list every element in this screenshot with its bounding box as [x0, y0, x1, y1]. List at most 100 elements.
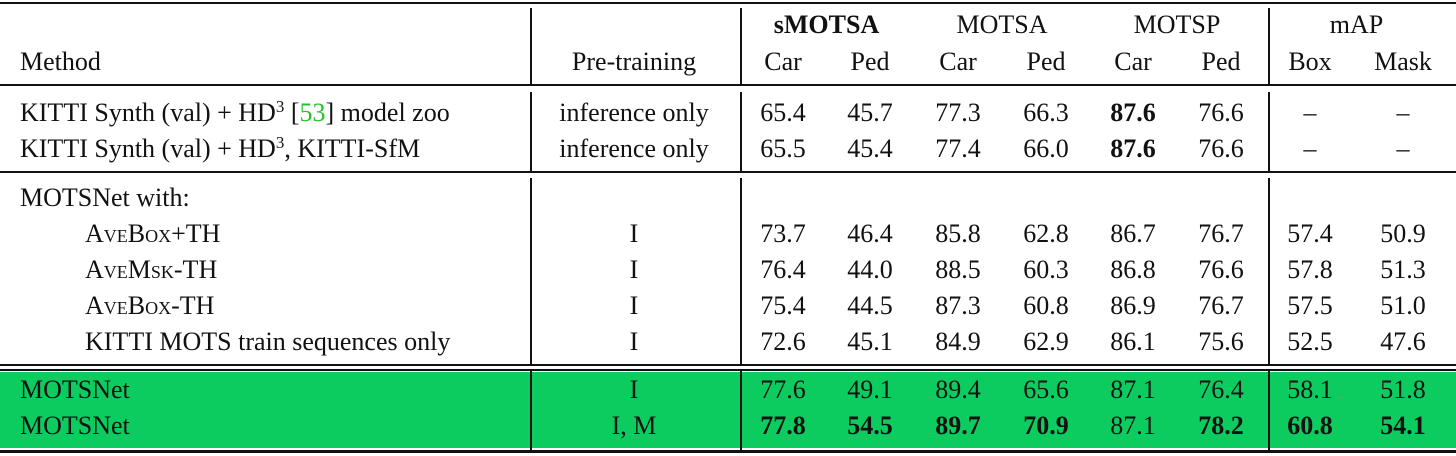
- metric-value: 84.9: [935, 327, 981, 356]
- column-separator: [530, 8, 532, 84]
- column-separator: [1268, 92, 1270, 171]
- pretraining: I, M: [611, 411, 657, 440]
- metric-value: 86.1: [1110, 327, 1156, 356]
- column-header: Box: [1288, 47, 1332, 76]
- metric-value: 75.6: [1198, 327, 1244, 356]
- metric-value: 77.8: [760, 411, 806, 440]
- column-separator: [740, 178, 742, 364]
- column-header: Ped: [850, 47, 890, 76]
- pretraining: inference only: [559, 98, 709, 127]
- metric-value: 75.4: [760, 291, 806, 320]
- metric-value: 76.7: [1198, 219, 1244, 248]
- metric-value: –: [1303, 134, 1317, 163]
- column-separator: [740, 8, 742, 84]
- metric-value: 86.8: [1110, 255, 1156, 284]
- column-header: Pre-training: [571, 47, 697, 76]
- section-title: MOTSNet with:: [20, 183, 190, 212]
- metric-value: 65.4: [760, 98, 806, 127]
- metric-value: 54.5: [847, 411, 893, 440]
- column-separator: [740, 371, 742, 450]
- method-text: KITTI Synth (val) + HD: [20, 134, 276, 163]
- metric-value: 44.0: [847, 255, 893, 284]
- metric-value: 76.6: [1198, 255, 1244, 284]
- metric-value: 65.6: [1023, 375, 1069, 404]
- method-text: MOTSNet: [20, 375, 130, 404]
- method: MOTSNet: [20, 377, 130, 403]
- metric-value: 57.8: [1287, 255, 1333, 284]
- metric-value: 49.1: [847, 375, 893, 404]
- rule: [0, 450, 1456, 453]
- metric-value: 62.8: [1023, 219, 1069, 248]
- metric-value: 60.8: [1023, 291, 1069, 320]
- rule: [0, 2, 1456, 4]
- method: KITTI MOTS train sequences only: [85, 329, 450, 355]
- metric-value: 60.3: [1023, 255, 1069, 284]
- method-text: [: [284, 98, 300, 127]
- metric-value: 88.5: [935, 255, 981, 284]
- pretraining: inference only: [559, 134, 709, 163]
- method: AveBox+TH: [85, 221, 220, 247]
- metric-value: 54.1: [1380, 411, 1426, 440]
- metric-value: 77.6: [760, 375, 806, 404]
- method-text: MOTSNet: [20, 411, 130, 440]
- metric-value: 76.4: [1198, 375, 1244, 404]
- metric-value: 57.5: [1287, 291, 1333, 320]
- method-text: , KITTI-SfM: [284, 134, 421, 163]
- metric-value: 66.0: [1023, 134, 1069, 163]
- column-separator: [1268, 178, 1270, 364]
- metric-value: 72.6: [760, 327, 806, 356]
- metric-value: 86.7: [1110, 219, 1156, 248]
- metric-value: 87.6: [1110, 134, 1156, 163]
- metric-value: 65.5: [760, 134, 806, 163]
- metric-value: 52.5: [1287, 327, 1333, 356]
- metric-value: 50.9: [1380, 219, 1426, 248]
- metric-value: 76.6: [1198, 98, 1244, 127]
- column-header: Ped: [1026, 47, 1066, 76]
- method: KITTI Synth (val) + HD3 [53] model zoo: [20, 98, 450, 127]
- rule: [0, 171, 1456, 173]
- metric-value: 89.4: [935, 375, 981, 404]
- metric-value: 87.1: [1110, 411, 1156, 440]
- column-header: Car: [939, 47, 977, 76]
- metric-value: 87.6: [1110, 98, 1156, 127]
- metric-value: 86.9: [1110, 291, 1156, 320]
- group-header: mAP: [1329, 10, 1384, 39]
- metric-value: 66.3: [1023, 98, 1069, 127]
- green-highlight: [0, 372, 1456, 448]
- pretraining: I: [629, 375, 639, 404]
- pretraining: I: [629, 327, 639, 356]
- metric-value: –: [1303, 98, 1317, 127]
- method: AveMsk-TH: [85, 257, 217, 283]
- metric-value: 89.7: [935, 411, 981, 440]
- metric-value: 76.7: [1198, 291, 1244, 320]
- metric-value: 85.8: [935, 219, 981, 248]
- metric-value: 45.7: [847, 98, 893, 127]
- metric-value: 73.7: [760, 219, 806, 248]
- metric-value: –: [1396, 134, 1410, 163]
- method-text: AveMsk-TH: [85, 255, 218, 284]
- method-text: AveBox-TH: [85, 291, 215, 320]
- pretraining: I: [629, 219, 639, 248]
- metric-value: 51.8: [1380, 375, 1426, 404]
- metric-value: 77.4: [935, 134, 981, 163]
- metric-value: 58.1: [1287, 375, 1333, 404]
- column-separator: [530, 92, 532, 171]
- method-text: KITTI MOTS train sequences only: [85, 327, 451, 356]
- pretraining: I: [629, 255, 639, 284]
- method: AveBox-TH: [85, 293, 214, 319]
- method: KITTI Synth (val) + HD3, KITTI-SfM: [20, 134, 421, 163]
- column-separator: [530, 371, 532, 450]
- method-text: ] model zoo: [325, 98, 450, 127]
- pretraining: I: [629, 291, 639, 320]
- group-header: MOTSP: [1133, 10, 1221, 39]
- metric-value: –: [1396, 98, 1410, 127]
- citation: 53: [299, 98, 326, 127]
- metric-value: 47.6: [1380, 327, 1426, 356]
- group-header: sMOTSA: [773, 10, 880, 39]
- metric-value: 46.4: [847, 219, 893, 248]
- column-header: Ped: [1201, 47, 1241, 76]
- group-header: MOTSA: [956, 10, 1048, 39]
- metric-value: 51.3: [1380, 255, 1426, 284]
- column-separator: [530, 178, 532, 364]
